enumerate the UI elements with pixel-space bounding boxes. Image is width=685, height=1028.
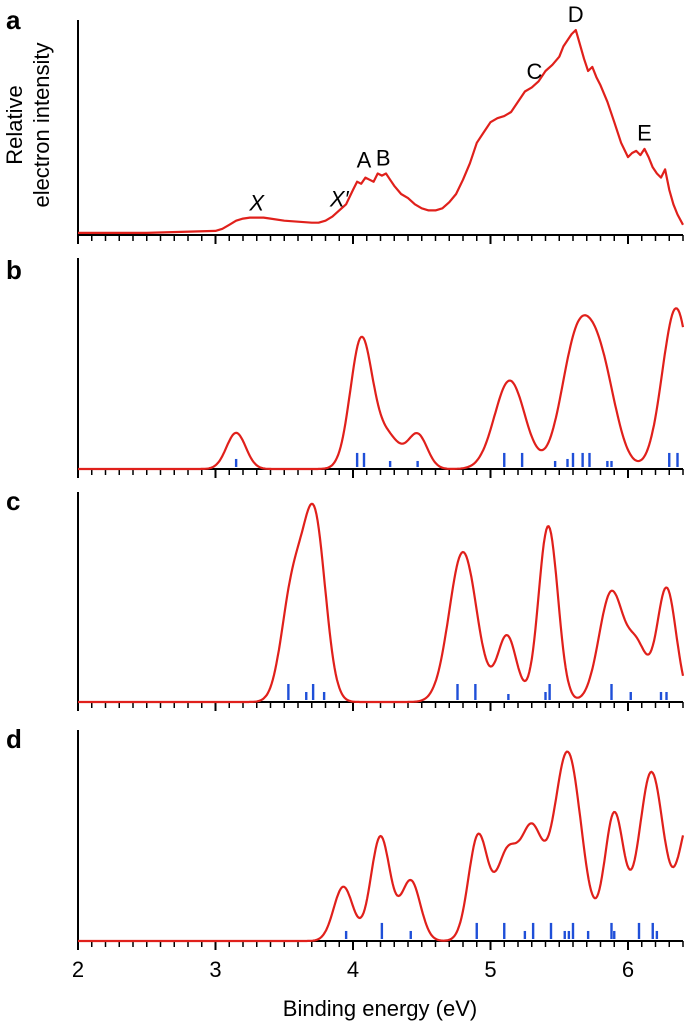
panel-letter-d: d bbox=[6, 724, 22, 754]
peak-label-d: D bbox=[568, 2, 584, 27]
y-axis-label: Relative electron intensity bbox=[2, 42, 54, 207]
panel-letter-a: a bbox=[6, 5, 21, 35]
x-axis-title: Binding energy (eV) bbox=[283, 996, 477, 1021]
spectrum-curve-a bbox=[78, 28, 684, 234]
panel-letter-b: b bbox=[6, 255, 22, 285]
panel-b bbox=[77, 258, 685, 478]
peak-label-x: X bbox=[248, 190, 265, 215]
peak-label-a: A bbox=[357, 147, 372, 172]
spectrum-curve-b bbox=[78, 307, 685, 471]
panel-a: X X′ A B C D E bbox=[77, 2, 684, 244]
x-tick-label: 4 bbox=[347, 957, 359, 982]
x-tick-label: 5 bbox=[484, 957, 496, 982]
y-axis-label-line2: electron intensity bbox=[29, 42, 54, 207]
peak-label-e: E bbox=[637, 121, 652, 146]
spectrum-curve-d bbox=[78, 750, 685, 943]
spectrum-curve-c bbox=[78, 502, 685, 704]
panel-c bbox=[77, 492, 685, 711]
panel-d bbox=[77, 730, 685, 950]
x-tick-label: 6 bbox=[622, 957, 634, 982]
x-tick-label: 2 bbox=[72, 957, 84, 982]
peak-label-x: X′ bbox=[329, 186, 350, 211]
panels: X X′ A B C D E bbox=[77, 2, 685, 950]
peak-label-b: B bbox=[376, 145, 391, 170]
x-axis-tick-labels: 2 3 4 5 6 bbox=[72, 957, 634, 982]
panel-letter-c: c bbox=[6, 486, 20, 516]
peak-label-c: C bbox=[527, 59, 543, 84]
y-axis-label-line1: Relative bbox=[2, 85, 27, 164]
x-tick-label: 3 bbox=[209, 957, 221, 982]
